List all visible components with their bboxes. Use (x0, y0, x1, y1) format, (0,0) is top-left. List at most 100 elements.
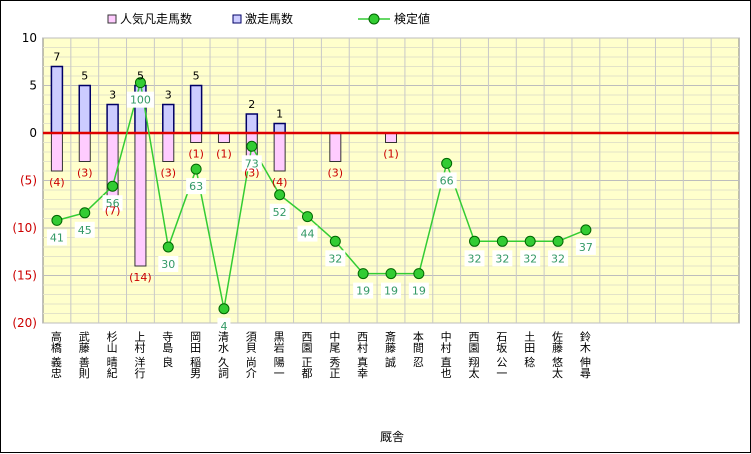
score-label-box (325, 250, 346, 267)
score-point (218, 303, 230, 315)
y-tick-label: (10) (12, 221, 37, 235)
score-point (246, 140, 258, 152)
score-label: 19 (356, 285, 370, 298)
score-point (357, 268, 369, 280)
score-label-box (548, 250, 569, 267)
score-label: 32 (495, 252, 509, 265)
score-point (51, 214, 63, 226)
bar-poor (385, 132, 397, 143)
x-category-label: 本間 忍 (411, 330, 424, 368)
bar-label-strong: 2 (248, 98, 255, 111)
score-point (580, 224, 592, 236)
score-point (441, 157, 453, 169)
score-label-box (436, 172, 457, 189)
score-label-box (575, 238, 596, 255)
bar-label-poor: (4) (49, 176, 65, 189)
y-tick-label: 0 (29, 126, 37, 140)
bar-poor (190, 132, 203, 143)
score-point (329, 235, 341, 247)
score-point (79, 207, 91, 219)
score-point (413, 268, 425, 280)
y-tick-label: 10 (22, 31, 37, 45)
bar-label-poor: (1) (216, 148, 232, 161)
score-point (190, 163, 202, 175)
score-point (162, 241, 174, 253)
y-tick-label: 5 (29, 79, 37, 93)
bar-label-poor: (3) (244, 167, 260, 180)
score-label: 19 (412, 285, 426, 298)
score-label: 66 (440, 174, 454, 187)
bar-label-poor: (1) (188, 148, 204, 161)
score-point (469, 235, 481, 247)
score-label-box (520, 250, 541, 267)
bar-poor (162, 132, 175, 162)
bar-label-strong: 5 (81, 70, 88, 83)
legend-label-strong: 激走馬数 (245, 11, 293, 26)
x-category-label: 西村 真幸 (356, 331, 369, 379)
score-label: 32 (468, 252, 482, 265)
y-axis-ticks: 10 5 0 (5) (10) (15) (20) (12, 31, 37, 330)
x-category-label: 武藤 善則 (77, 331, 90, 379)
bar-strong (106, 103, 119, 134)
score-label-box (297, 225, 318, 242)
bar-label-strong: 5 (193, 70, 200, 83)
bar-label-poor: (3) (328, 167, 344, 180)
score-label: 41 (50, 231, 64, 244)
bar-label-poor: (1) (383, 148, 399, 161)
x-category-label: 土田 稔 (523, 331, 536, 368)
bar-label-poor: (14) (129, 271, 152, 284)
bar-label-poor: (3) (160, 167, 176, 180)
legend-swatch-poor (107, 14, 117, 24)
x-category-label: 中尾 秀正 (328, 331, 341, 379)
x-category-label: 寺島 良 (161, 331, 174, 368)
bar-poor (78, 132, 91, 162)
score-point (552, 235, 564, 247)
x-category-label: 岡田 稲男 (189, 331, 202, 379)
score-label-box (492, 250, 513, 267)
bar-strong (78, 84, 92, 134)
score-label-box (269, 203, 290, 220)
y-tick-label: (20) (12, 316, 37, 330)
bar-poor (329, 132, 342, 162)
x-category-label: 中村 直也 (439, 331, 452, 379)
bar-strong (189, 84, 203, 134)
x-axis-names: 高橋 義忠 武藤 善則 杉山 晴紀 上村 洋行 寺島 良 岡田 稲男 清水 久詞 須貝 尚介 黒… (49, 330, 591, 379)
x-category-label: 高橋 義忠 (49, 330, 62, 379)
bar-poor (217, 132, 230, 143)
score-label-box (158, 256, 179, 272)
bar-label-poor: (4) (272, 176, 288, 189)
score-label: 63 (189, 180, 203, 193)
bar-label-strong: 1 (276, 108, 283, 121)
x-category-label: 西園 翔太 (467, 331, 480, 379)
x-category-label: 石坂 公一 (495, 331, 508, 379)
score-label-box (126, 91, 154, 108)
score-label: 73 (245, 157, 259, 170)
bar-label-strong: 3 (109, 89, 116, 102)
score-label: 19 (384, 285, 398, 298)
y-tick-label: (5) (20, 174, 37, 188)
bar-label-strong: 5 (137, 70, 144, 83)
bar-strong (162, 103, 175, 134)
bar-label-poor: (3) (77, 167, 93, 180)
score-label: 100 (130, 94, 151, 107)
x-category-label: 鈴木 伸尋 (578, 330, 591, 379)
x-category-label: 黒岩 陽一 (272, 331, 285, 379)
score-label: 44 (300, 228, 314, 241)
score-label-box (241, 155, 262, 172)
bar-strong (50, 65, 64, 134)
score-label-box (408, 282, 429, 299)
score-label: 56 (106, 197, 120, 210)
y-tick-label: (15) (12, 269, 37, 283)
score-label-box (186, 178, 207, 195)
bar-strong (273, 122, 286, 134)
score-label-box (464, 250, 485, 267)
score-point (385, 268, 397, 280)
score-label-box (217, 317, 231, 334)
bar-labels: 7 (4) 5 (3) 3 (7) 5 (14) 3 (3) 5 (1) (1) 2 (3) 1 (4) (3) (… (49, 51, 399, 285)
x-category-label: 上村 洋行 (133, 331, 146, 379)
bar-poor (50, 132, 63, 172)
x-category-label: 佐藤 悠太 (551, 330, 564, 379)
score-label: 32 (328, 252, 342, 265)
